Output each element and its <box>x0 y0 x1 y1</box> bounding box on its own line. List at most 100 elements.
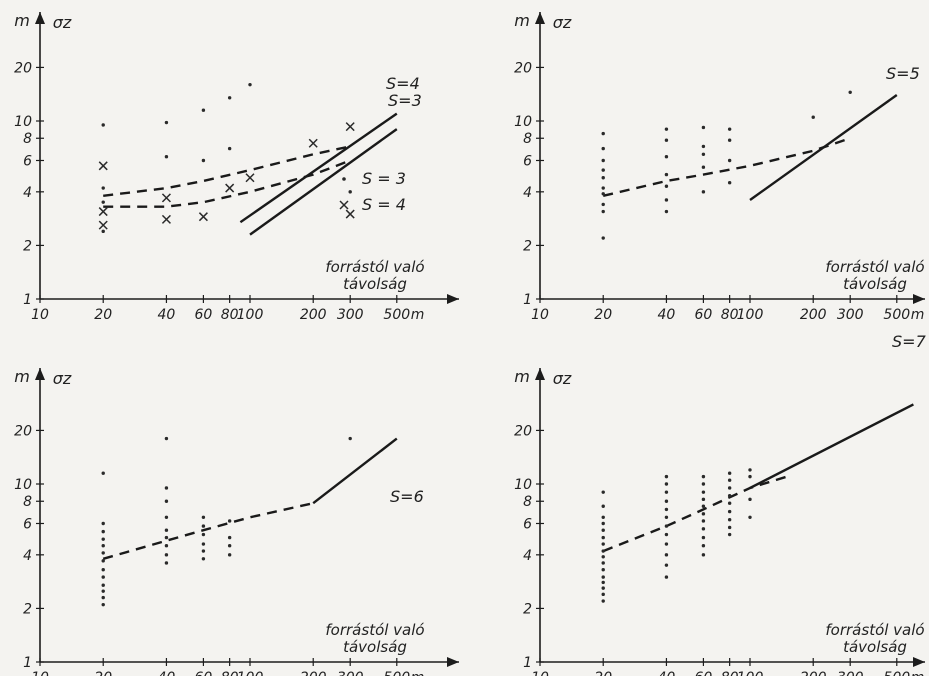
series-line-dashed <box>602 137 851 197</box>
y-tick-label: 6 <box>23 516 32 532</box>
series-line-dashed <box>602 475 788 553</box>
data-point-dot <box>664 575 669 579</box>
x-tick-label: 20 <box>594 307 612 323</box>
data-point-dot <box>248 82 252 87</box>
x-tick-label: 10 <box>31 307 49 323</box>
series-line-solid <box>749 403 914 490</box>
x-tick-label: 100 <box>237 307 264 323</box>
x-axis-label: távolság <box>343 275 407 293</box>
y-tick-label: 10 <box>514 114 532 130</box>
data-point-dot <box>727 138 732 142</box>
data-point-dot <box>164 528 169 532</box>
data-point-dot <box>227 544 232 548</box>
x-unit-label: m <box>911 670 925 676</box>
y-tick-label: 4 <box>523 185 532 201</box>
cross-stroke <box>161 214 171 224</box>
data-point-dot <box>227 96 232 100</box>
y-tick-label: 4 <box>23 185 32 201</box>
y-tick-label: 10 <box>14 477 32 493</box>
data-point-cross <box>345 122 355 132</box>
legend-label: S = 3 <box>362 169 406 188</box>
x-tick-label: 40 <box>658 307 676 323</box>
data-point-dot <box>601 521 605 526</box>
y-tick-label: 6 <box>23 153 32 169</box>
x-axis-arrow <box>913 294 925 304</box>
data-point-dot <box>664 209 669 214</box>
x-tick-label: 60 <box>194 307 212 323</box>
data-point-dot <box>601 168 605 172</box>
y-tick-label: 1 <box>23 292 32 308</box>
x-tick-label: 100 <box>237 670 264 676</box>
data-point-dot <box>664 172 669 177</box>
x-tick-label: 10 <box>531 307 549 323</box>
data-point-dot <box>601 599 605 603</box>
data-point-dot <box>601 176 605 180</box>
data-point-dot <box>601 504 605 508</box>
legend-label: S = 4 <box>362 195 406 214</box>
x-axis-label: forrástól való <box>825 258 924 276</box>
data-point-dot <box>701 190 706 194</box>
data-point-dot <box>201 549 206 553</box>
y-tick-label: 10 <box>514 477 532 493</box>
data-point-dot <box>164 155 169 159</box>
data-point-cross <box>308 138 318 148</box>
data-point-dot <box>811 115 815 119</box>
data-point-dot <box>601 535 605 540</box>
data-point-dot <box>748 474 752 479</box>
y-tick-label: 20 <box>14 423 32 439</box>
data-point-dot <box>664 482 669 486</box>
cross-stroke <box>245 173 255 183</box>
x-unit-label: m <box>911 307 925 323</box>
data-point-dot <box>701 553 706 557</box>
x-tick-label: 500 <box>383 307 410 323</box>
x-tick-label: 300 <box>837 307 864 323</box>
data-point-dot <box>201 532 206 537</box>
data-point-dot <box>601 515 605 520</box>
y-tick-label: 6 <box>523 516 532 532</box>
data-point-dot <box>164 515 169 520</box>
data-point-dot <box>227 519 232 523</box>
series-line-dashed <box>102 502 314 560</box>
data-point-dot <box>101 575 105 579</box>
y-axis-label: σz <box>553 13 572 32</box>
cross-stroke <box>98 161 108 171</box>
x-axis-arrow <box>913 657 925 667</box>
x-axis-arrow <box>447 294 459 304</box>
data-point-dot <box>164 486 169 490</box>
data-point-dot <box>601 490 605 494</box>
data-point-dot <box>201 524 206 528</box>
data-point-cross <box>225 183 235 193</box>
data-point-dot <box>101 583 105 587</box>
y-axis-arrow <box>535 12 545 24</box>
line-annotation: S=5 <box>886 64 920 83</box>
y-tick-label: 8 <box>23 494 32 510</box>
data-point-dot <box>101 229 105 234</box>
data-point-dot <box>727 471 732 475</box>
line-annotation: S=4 <box>386 74 420 93</box>
data-point-dot <box>227 535 232 540</box>
data-point-dot <box>164 535 169 540</box>
cross-stroke <box>225 183 235 193</box>
data-point-dot <box>727 478 732 482</box>
x-tick-label: 200 <box>800 307 827 323</box>
data-point-dot <box>601 146 605 151</box>
y-tick-label: 4 <box>523 548 532 564</box>
data-point-dot <box>701 165 706 169</box>
data-point-dot <box>101 471 105 475</box>
x-axis-label: távolság <box>843 638 907 656</box>
y-tick-label: 8 <box>523 131 532 147</box>
data-point-dot <box>701 144 706 149</box>
cross-stroke <box>345 209 355 219</box>
x-tick-label: 500 <box>883 670 910 676</box>
data-point-dot <box>101 537 105 541</box>
data-point-dot <box>601 561 605 565</box>
data-point-dot <box>601 202 605 207</box>
y-axis-label: σz <box>553 369 572 388</box>
data-point-dot <box>664 532 669 537</box>
data-point-dot <box>727 525 732 530</box>
series-line-solid <box>749 94 898 201</box>
data-point-dot <box>601 555 605 559</box>
data-point-dot <box>164 553 169 557</box>
data-point-dot <box>701 497 706 502</box>
